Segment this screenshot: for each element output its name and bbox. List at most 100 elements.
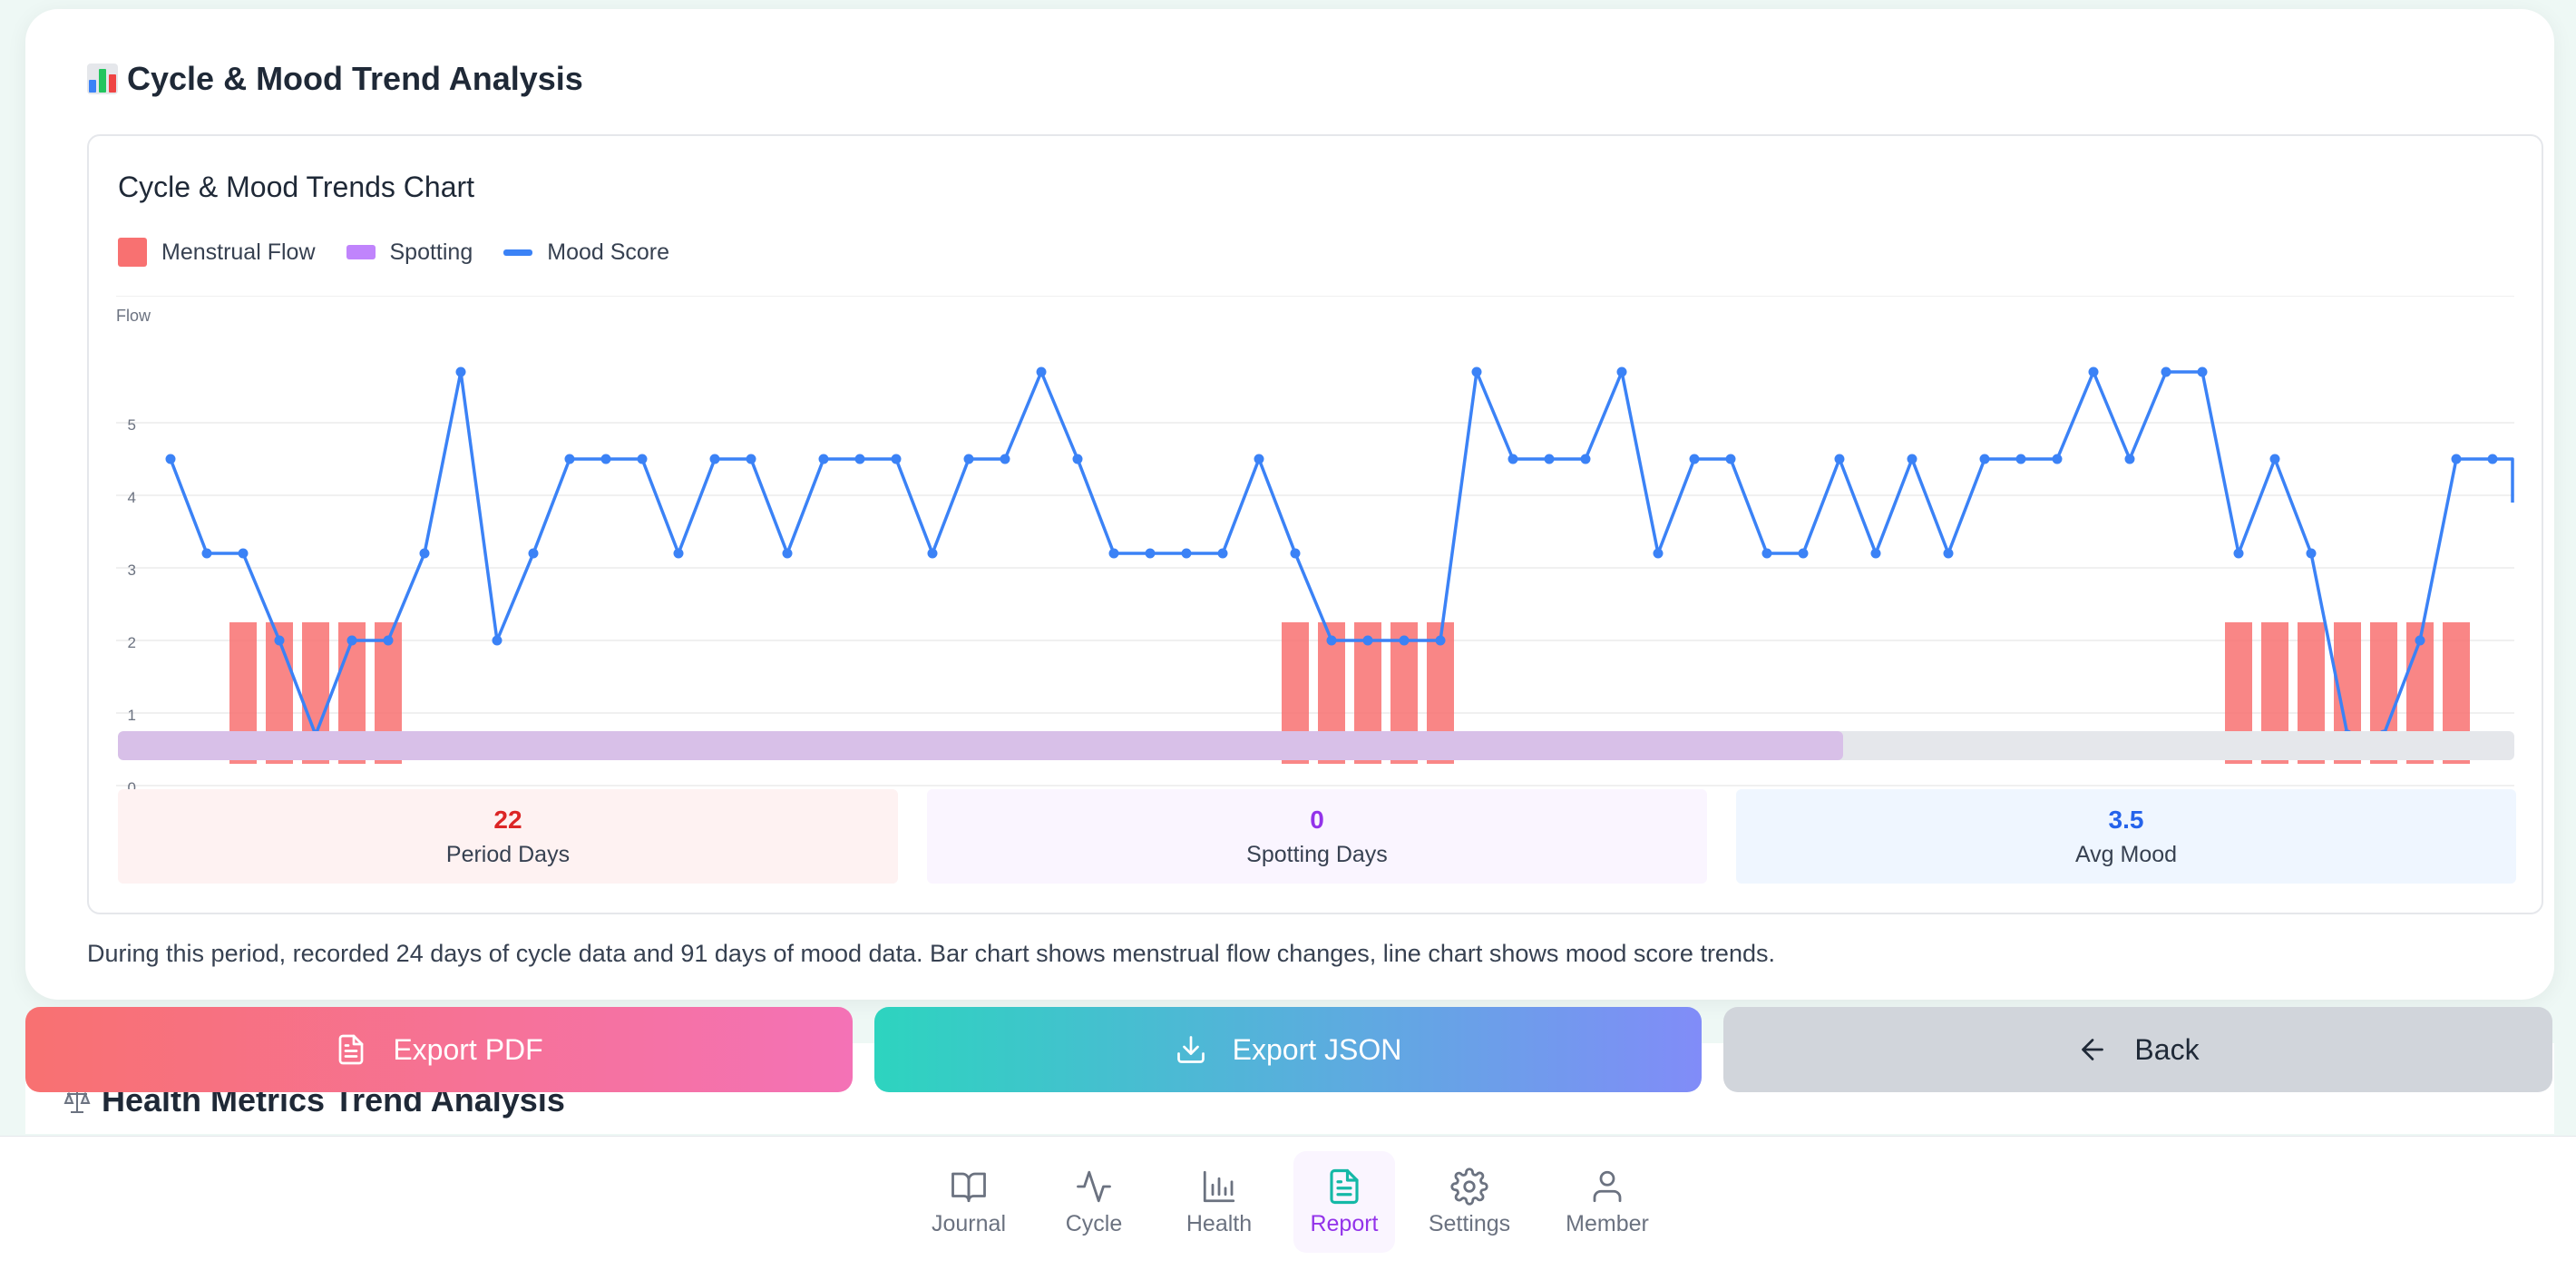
mood-point xyxy=(1000,454,1010,464)
mood-point xyxy=(1653,548,1664,559)
mood-point xyxy=(1290,548,1301,559)
chart-scrollbar[interactable] xyxy=(118,731,2514,760)
mood-point xyxy=(2161,366,2171,377)
mood-point xyxy=(383,635,394,646)
mood-point xyxy=(1580,454,1591,464)
nav-journal-label: Journal xyxy=(932,1210,1006,1236)
stat-period-value: 22 xyxy=(493,806,522,834)
legend-spotting-swatch xyxy=(346,245,376,259)
stat-avg-mood: 3.5 Avg Mood xyxy=(1736,789,2516,884)
nav-health-label: Health xyxy=(1186,1210,1253,1236)
stat-spotting-days: 0 Spotting Days xyxy=(927,789,1707,884)
user-icon xyxy=(1593,1170,1622,1202)
mood-point xyxy=(274,635,285,646)
nav-member[interactable]: Member xyxy=(1544,1151,1671,1253)
legend-menstrual-flow[interactable]: Menstrual Flow xyxy=(118,238,316,267)
mood-point xyxy=(2415,635,2425,646)
mood-point xyxy=(1326,635,1337,646)
mood-point xyxy=(1399,635,1410,646)
mood-point xyxy=(455,366,466,377)
stat-period-label: Period Days xyxy=(445,842,571,867)
file-text-icon xyxy=(1330,1168,1359,1204)
action-buttons: Export PDF Export JSON Back xyxy=(25,1007,2552,1092)
mood-point xyxy=(492,635,503,646)
nav-settings[interactable]: Settings xyxy=(1406,1151,1533,1253)
mood-point xyxy=(528,548,539,559)
cycle-mood-card: Cycle & Mood Trend Analysis Cycle & Mood… xyxy=(25,9,2554,1000)
mood-point xyxy=(1217,548,1228,559)
legend-spotting-label: Spotting xyxy=(389,239,473,265)
mood-point xyxy=(1761,548,1772,559)
mood-point xyxy=(1907,454,1917,464)
mood-point xyxy=(2052,454,2063,464)
chart-scrollbar-thumb[interactable] xyxy=(118,731,1844,760)
nav-cycle[interactable]: Cycle xyxy=(1043,1151,1145,1253)
back-label: Back xyxy=(2134,1032,2200,1066)
mood-point xyxy=(1508,454,1518,464)
gear-icon xyxy=(1450,1167,1488,1206)
export-json-button[interactable]: Export JSON xyxy=(874,1007,1702,1092)
mood-point xyxy=(2015,454,2026,464)
mood-point xyxy=(1616,366,1627,377)
stat-spotting-value: 0 xyxy=(1310,806,1324,834)
nav-health[interactable]: Health xyxy=(1156,1151,1283,1253)
book-icon xyxy=(951,1172,986,1202)
mood-point xyxy=(1544,454,1555,464)
mood-point xyxy=(1689,454,1700,464)
export-pdf-button[interactable]: Export PDF xyxy=(25,1007,853,1092)
mood-point xyxy=(419,548,430,559)
mood-point xyxy=(1834,454,1845,464)
y-tick-label: 4 xyxy=(128,489,136,506)
mood-point xyxy=(238,548,249,559)
mood-point xyxy=(1725,454,1736,464)
y-tick-label: 1 xyxy=(128,707,136,724)
nav-journal[interactable]: Journal xyxy=(905,1151,1032,1253)
mood-point xyxy=(2269,454,2280,464)
mood-point xyxy=(201,548,212,559)
mood-point xyxy=(346,635,357,646)
mood-point xyxy=(673,548,684,559)
mood-point xyxy=(165,454,176,464)
stat-mood-label: Avg Mood xyxy=(2074,842,2178,867)
legend-mood-swatch xyxy=(503,249,533,256)
scale-icon xyxy=(63,1089,91,1113)
back-button[interactable]: Back xyxy=(1723,1007,2552,1092)
mood-point xyxy=(1181,548,1192,559)
mood-point xyxy=(564,454,575,464)
nav-report-label: Report xyxy=(1310,1210,1379,1236)
mood-point xyxy=(1072,454,1083,464)
mood-point xyxy=(1362,635,1373,646)
export-json-label: Export JSON xyxy=(1232,1032,1402,1066)
legend-spotting[interactable]: Spotting xyxy=(346,239,473,266)
summary-text: During this period, recorded 24 days of … xyxy=(87,940,1775,967)
mood-point xyxy=(600,454,611,464)
mood-point xyxy=(1798,548,1809,559)
legend-flow-label: Menstrual Flow xyxy=(161,239,316,265)
mood-point xyxy=(2451,454,2462,464)
chart-title: Cycle & Mood Trends Chart xyxy=(118,171,475,203)
nav-member-label: Member xyxy=(1566,1210,1649,1236)
bar-chart-icon xyxy=(1203,1170,1235,1202)
mood-point xyxy=(2306,548,2317,559)
bottom-nav: Journal Cycle Health Report Settings Mem… xyxy=(0,1136,2576,1270)
y-tick-label: 5 xyxy=(128,416,136,434)
mood-point xyxy=(1108,548,1119,559)
export-pdf-label: Export PDF xyxy=(393,1032,543,1066)
mood-point xyxy=(2124,454,2135,464)
stats-row: 22 Period Days 0 Spotting Days 3.5 Avg M… xyxy=(118,789,2516,884)
mood-point xyxy=(854,454,865,464)
card-title: Cycle & Mood Trend Analysis xyxy=(127,60,583,97)
chart-container: Cycle & Mood Trends Chart Menstrual Flow… xyxy=(87,134,2543,914)
legend-mood-label: Mood Score xyxy=(547,239,670,265)
mood-point xyxy=(2233,548,2244,559)
stat-mood-value: 3.5 xyxy=(2108,806,2144,834)
mood-point xyxy=(782,548,793,559)
nav-settings-label: Settings xyxy=(1428,1210,1511,1236)
card-title-row: Cycle & Mood Trend Analysis xyxy=(87,60,583,98)
mood-point xyxy=(637,454,648,464)
mood-point xyxy=(1870,548,1881,559)
nav-report[interactable]: Report xyxy=(1293,1151,1395,1253)
legend-flow-swatch xyxy=(118,238,147,267)
mood-point xyxy=(1036,366,1047,377)
legend-mood-score[interactable]: Mood Score xyxy=(503,239,669,266)
